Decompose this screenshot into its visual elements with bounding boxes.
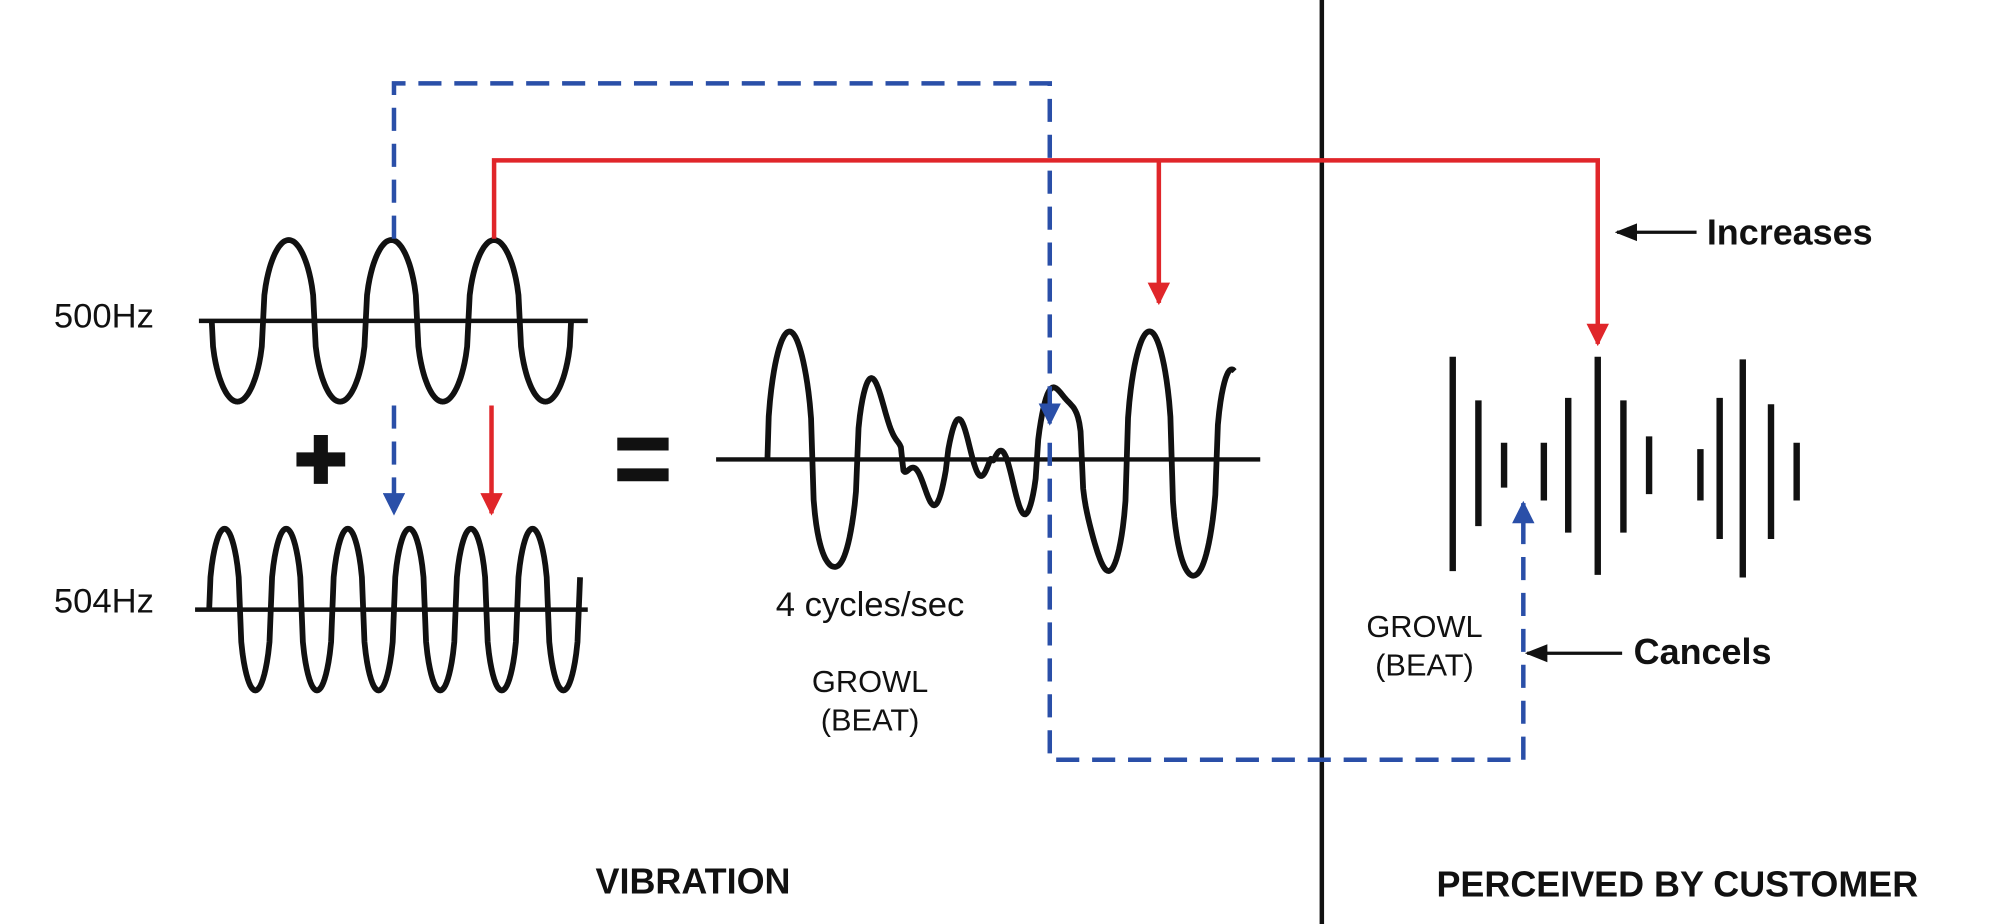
wave-500hz bbox=[208, 237, 574, 405]
cancels-label: Cancels bbox=[1634, 631, 1772, 672]
perceived-bars bbox=[1449, 356, 1800, 578]
beat-name: (BEAT) bbox=[821, 703, 920, 738]
wave-504hz bbox=[206, 525, 583, 694]
increases-label: Increases bbox=[1707, 211, 1873, 252]
increase-arrow bbox=[491, 158, 1609, 347]
cancel-arrow bbox=[391, 81, 1061, 426]
frequency-label: 500Hz bbox=[54, 297, 154, 335]
waves bbox=[206, 237, 1237, 694]
wave-beat bbox=[764, 328, 1237, 579]
beat-name: GROWL bbox=[812, 664, 928, 699]
equals-sign bbox=[617, 437, 669, 482]
plus-sign bbox=[296, 435, 346, 484]
perceived-name: (BEAT) bbox=[1375, 647, 1474, 682]
frequency-label: 504Hz bbox=[54, 582, 154, 620]
section-label: VIBRATION bbox=[596, 861, 791, 902]
cancel-arrow bbox=[1047, 442, 1535, 762]
section-label: PERCEIVED BY CUSTOMER bbox=[1436, 863, 1918, 904]
beat-rate: 4 cycles/sec bbox=[776, 586, 965, 624]
perceived-name: GROWL bbox=[1366, 609, 1482, 644]
